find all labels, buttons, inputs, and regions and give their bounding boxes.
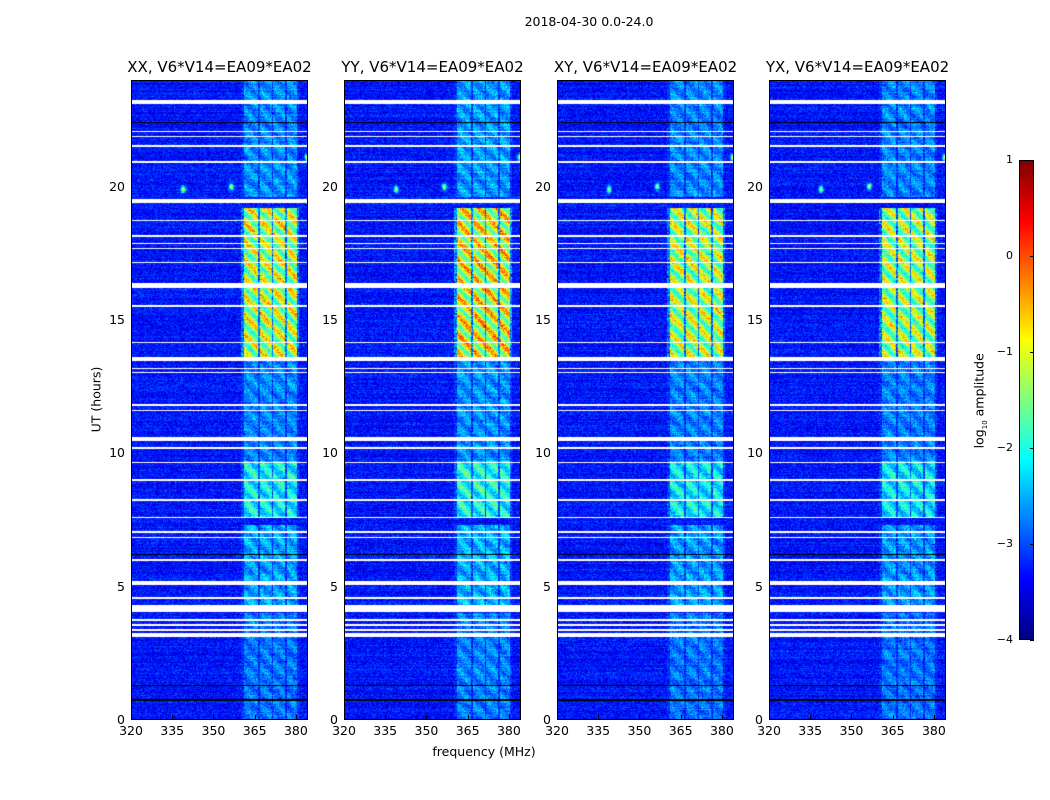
x-tick-label: 335 xyxy=(798,723,823,738)
y-axis-label: UT (hours) xyxy=(88,366,104,433)
colorbar-tick-label: −3 xyxy=(996,537,1013,550)
x-tick-label: 320 xyxy=(332,723,356,738)
y-tick-label: 15 xyxy=(535,312,551,327)
y-tick-label: 0 xyxy=(543,712,551,727)
waterfall-panel-2: YY, V6*V14=EA09*EA02 320 335 350 365 380 0 5 10 1… xyxy=(322,58,524,738)
colorbar-tick-label: 1 xyxy=(1006,153,1013,166)
x-tick-label: 350 xyxy=(627,723,652,738)
y-tick-label: 5 xyxy=(755,578,763,594)
x-tick xyxy=(851,715,853,720)
colorbar-tick-label: −1 xyxy=(996,345,1013,358)
x-tick-label: 380 xyxy=(921,723,946,738)
y-tick-label: 10 xyxy=(747,445,763,461)
y-tick-label: 15 xyxy=(322,312,338,327)
x-tick xyxy=(426,715,428,720)
x-tick xyxy=(769,715,770,720)
x-tick xyxy=(639,715,641,720)
panel-title: YY, V6*V14=EA09*EA02 xyxy=(341,58,524,76)
x-tick-label: 365 xyxy=(242,723,267,738)
panel-title: XY, V6*V14=EA09*EA02 xyxy=(553,58,738,76)
waterfall-heatmap xyxy=(344,80,521,720)
colorbar-tick-label: 0 xyxy=(1006,249,1013,262)
y-tick-label: 20 xyxy=(322,178,338,194)
x-tick xyxy=(295,715,297,720)
waterfall-heatmap xyxy=(131,80,308,720)
colorbar-tick xyxy=(1030,640,1034,641)
x-tick xyxy=(131,715,132,720)
y-tick-label: 20 xyxy=(535,178,551,194)
x-tick-label: 365 xyxy=(880,723,905,738)
x-tick-label: 335 xyxy=(160,723,185,738)
colorbar-label: log10 amplitude xyxy=(971,353,989,449)
x-tick xyxy=(385,715,387,720)
x-tick xyxy=(933,715,935,720)
y-tick-label: 0 xyxy=(330,712,338,727)
y-tick-label: 15 xyxy=(747,312,763,327)
x-tick xyxy=(892,715,894,720)
y-tick-label: 20 xyxy=(747,178,763,194)
y-tick-label: 20 xyxy=(109,178,125,194)
y-tick-label: 0 xyxy=(117,712,125,727)
x-tick xyxy=(680,715,682,720)
waterfall-panel-3: XY, V6*V14=EA09*EA02 320 335 350 365 380 0 5 10 1… xyxy=(535,58,737,738)
panel-title: XX, V6*V14=EA09*EA02 xyxy=(127,58,312,76)
x-tick xyxy=(172,715,174,720)
colorbar-tick xyxy=(1030,256,1034,257)
x-tick-label: 320 xyxy=(119,723,143,738)
x-tick-label: 320 xyxy=(757,723,781,738)
colorbar-tick xyxy=(1030,352,1034,353)
x-tick xyxy=(254,715,256,720)
y-tick-label: 5 xyxy=(543,578,551,594)
x-tick-label: 380 xyxy=(496,723,521,738)
colorbar-tick xyxy=(1030,160,1034,161)
y-tick-label: 0 xyxy=(755,712,763,727)
waterfall-heatmap xyxy=(557,80,734,720)
figure-title: 2018-04-30 0.0-24.0 xyxy=(524,14,654,29)
colorbar-gradient xyxy=(1019,160,1034,640)
x-tick xyxy=(344,715,345,720)
x-tick-label: 335 xyxy=(586,723,611,738)
x-tick xyxy=(557,715,558,720)
colorbar-tick xyxy=(1030,448,1034,449)
x-tick-label: 380 xyxy=(283,723,308,738)
waterfall-heatmap xyxy=(769,80,946,720)
y-tick-label: 15 xyxy=(109,312,125,327)
x-tick-label: 350 xyxy=(201,723,226,738)
x-tick xyxy=(810,715,812,720)
x-tick xyxy=(598,715,600,720)
x-tick-label: 365 xyxy=(668,723,693,738)
waterfall-panel-1: XX, V6*V14=EA09*EA02 320 335 350 365 380 0 5 10 1… xyxy=(109,58,312,738)
x-tick xyxy=(213,715,215,720)
y-tick-label: 5 xyxy=(330,578,338,594)
y-tick-label: 10 xyxy=(322,445,338,461)
x-tick xyxy=(508,715,510,720)
x-tick-label: 320 xyxy=(545,723,569,738)
x-tick xyxy=(721,715,723,720)
colorbar-frame xyxy=(1019,160,1034,640)
colorbar-tick-label: −2 xyxy=(996,441,1013,454)
y-tick-label: 10 xyxy=(535,445,551,461)
x-tick-label: 380 xyxy=(709,723,734,738)
colorbar-tick xyxy=(1030,544,1034,545)
colorbar-tick-label: −4 xyxy=(996,633,1013,646)
waterfall-panel-4: YX, V6*V14=EA09*EA02 320 335 350 365 380 0 5 10 1… xyxy=(747,58,949,738)
x-tick-label: 350 xyxy=(839,723,864,738)
x-tick-label: 335 xyxy=(373,723,398,738)
x-tick xyxy=(467,715,469,720)
y-tick-label: 10 xyxy=(109,445,125,461)
x-tick-label: 365 xyxy=(455,723,480,738)
x-axis-label: frequency (MHz) xyxy=(432,744,536,759)
panel-title: YX, V6*V14=EA09*EA02 xyxy=(765,58,950,76)
colorbar: 1 0 −1 −2 −3 −4 xyxy=(997,153,1034,646)
y-tick-label: 5 xyxy=(117,578,125,594)
x-tick-label: 350 xyxy=(414,723,439,738)
